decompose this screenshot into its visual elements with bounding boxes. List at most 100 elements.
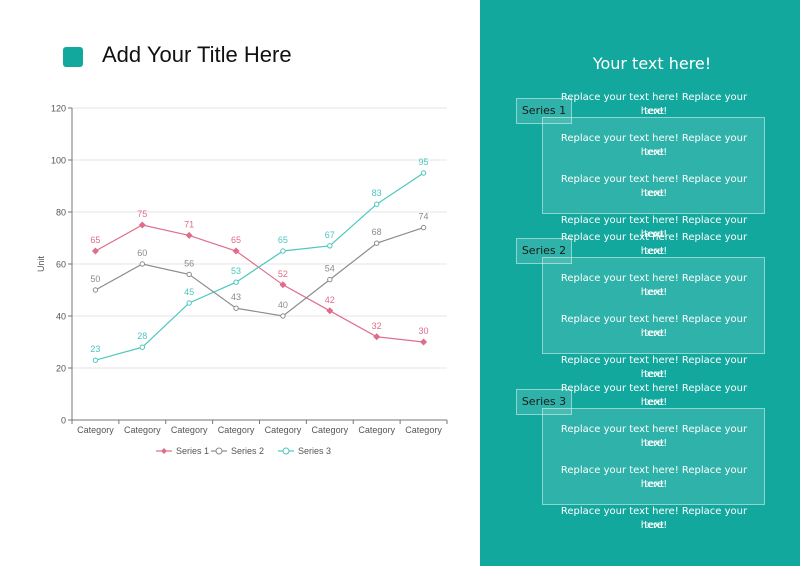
legend-marker <box>282 447 290 455</box>
data-label: 71 <box>184 219 194 229</box>
legend-label: Series 3 <box>298 446 331 456</box>
panel-text-line: here! <box>640 328 668 339</box>
panel-text-line: here! <box>640 369 668 380</box>
data-label: 74 <box>419 212 429 222</box>
data-point <box>186 271 192 278</box>
data-label: 65 <box>231 235 241 245</box>
data-label: 28 <box>137 331 147 341</box>
data-point <box>139 344 146 350</box>
legend-label: Series 2 <box>231 446 264 456</box>
legend-label: Series 1 <box>176 446 209 456</box>
panel-text-line: Replace your text here! Replace your tex… <box>560 506 748 531</box>
data-point <box>326 307 334 315</box>
data-label: 45 <box>184 287 194 297</box>
series-line <box>95 172 424 361</box>
panel-text-line: here! <box>640 147 668 158</box>
data-label: 42 <box>325 295 335 305</box>
page-title: Add Your Title Here <box>102 42 292 67</box>
data-point <box>91 247 99 255</box>
y-tick-label: 40 <box>56 312 66 322</box>
title-marker-square <box>63 47 83 67</box>
data-point <box>280 313 286 319</box>
data-point <box>279 281 287 289</box>
series-line <box>95 227 424 317</box>
panel-text-line: here! <box>640 479 668 490</box>
y-tick-label: 100 <box>51 156 66 166</box>
data-label: 53 <box>231 266 241 276</box>
panel-text-line: here! <box>640 106 668 117</box>
x-tick-label: Category <box>218 425 255 435</box>
data-label: 75 <box>137 209 147 219</box>
panel-text-line: Replace your text here! Replace your tex… <box>560 215 748 240</box>
panel-text-line: here! <box>640 520 668 531</box>
data-point <box>420 338 428 346</box>
line-chart: 0 20 40 60 80 100 120 Category Category Category C… <box>36 104 448 456</box>
panel-text-line: here! <box>640 229 668 240</box>
data-label: 68 <box>372 227 382 237</box>
panel-text-line: Replace your text here! Replace your tex… <box>560 92 748 117</box>
y-axis-title: Unit <box>36 256 46 273</box>
data-label: 43 <box>231 292 241 302</box>
data-point <box>92 287 99 293</box>
data-point <box>420 224 427 231</box>
data-point <box>232 247 240 255</box>
series-tag: Series 3 <box>516 389 572 415</box>
y-tick-label: 60 <box>56 260 66 270</box>
x-tick-label: Category <box>405 425 442 435</box>
right-text-panel: Your text here! Series 1 Replace your tex… <box>480 0 800 566</box>
data-label: 30 <box>419 326 429 336</box>
data-point <box>233 305 239 311</box>
data-point <box>420 170 427 176</box>
data-point <box>92 357 99 363</box>
x-tick-label: Category <box>358 425 395 435</box>
data-point <box>138 221 146 229</box>
series-text-box <box>542 408 765 505</box>
series-tag: Series 1 <box>516 98 572 124</box>
x-tick-label: Category <box>77 425 114 435</box>
data-label: 52 <box>278 269 288 279</box>
data-label: 32 <box>372 321 382 331</box>
series-tag: Series 2 <box>516 238 572 264</box>
y-tick-label: 0 <box>61 416 66 426</box>
y-tick-label: 20 <box>56 364 66 374</box>
series-text-box <box>542 257 765 354</box>
panel-text-line: here! <box>640 397 668 408</box>
x-tick-label: Category <box>312 425 349 435</box>
data-label: 56 <box>184 258 194 268</box>
series-line <box>95 224 424 343</box>
data-label: 50 <box>90 274 100 284</box>
panel-text-line: Replace your text here! Replace your tex… <box>560 424 748 449</box>
data-label: 23 <box>90 344 100 354</box>
data-point <box>186 300 192 306</box>
panel-text-line: Replace your text here! Replace your tex… <box>560 174 748 199</box>
x-tick-label: Category <box>124 425 161 435</box>
data-label: 54 <box>325 264 335 274</box>
data-label: 83 <box>372 188 382 198</box>
data-point <box>185 231 193 239</box>
data-point <box>373 240 380 246</box>
data-point <box>373 333 381 341</box>
data-label: 40 <box>278 300 288 310</box>
panel-text-line: Replace your text here! Replace your tex… <box>560 273 748 298</box>
x-tick-label: Category <box>265 425 302 435</box>
panel-text-line: Replace your text here! Replace your tex… <box>560 383 748 408</box>
panel-text-line: here! <box>640 246 668 257</box>
data-point <box>373 201 380 207</box>
data-point <box>327 243 333 249</box>
legend-marker <box>161 448 167 454</box>
y-tick-label: 80 <box>56 208 66 218</box>
data-label: 65 <box>278 235 288 245</box>
panel-text-line: Replace your text here! Replace your tex… <box>560 355 748 380</box>
data-point <box>233 279 239 285</box>
data-label: 60 <box>137 248 147 258</box>
legend-marker <box>215 447 223 455</box>
series-text-box <box>542 117 765 214</box>
data-point <box>280 248 286 254</box>
data-label: 67 <box>325 230 335 240</box>
panel-text-line: Replace your text here! Replace your tex… <box>560 465 748 490</box>
panel-text-line: Replace your text here! Replace your tex… <box>560 232 748 257</box>
data-label: 95 <box>419 157 429 167</box>
data-point <box>327 276 333 283</box>
x-tick-label: Category <box>171 425 208 435</box>
panel-text-line: here! <box>640 287 668 298</box>
